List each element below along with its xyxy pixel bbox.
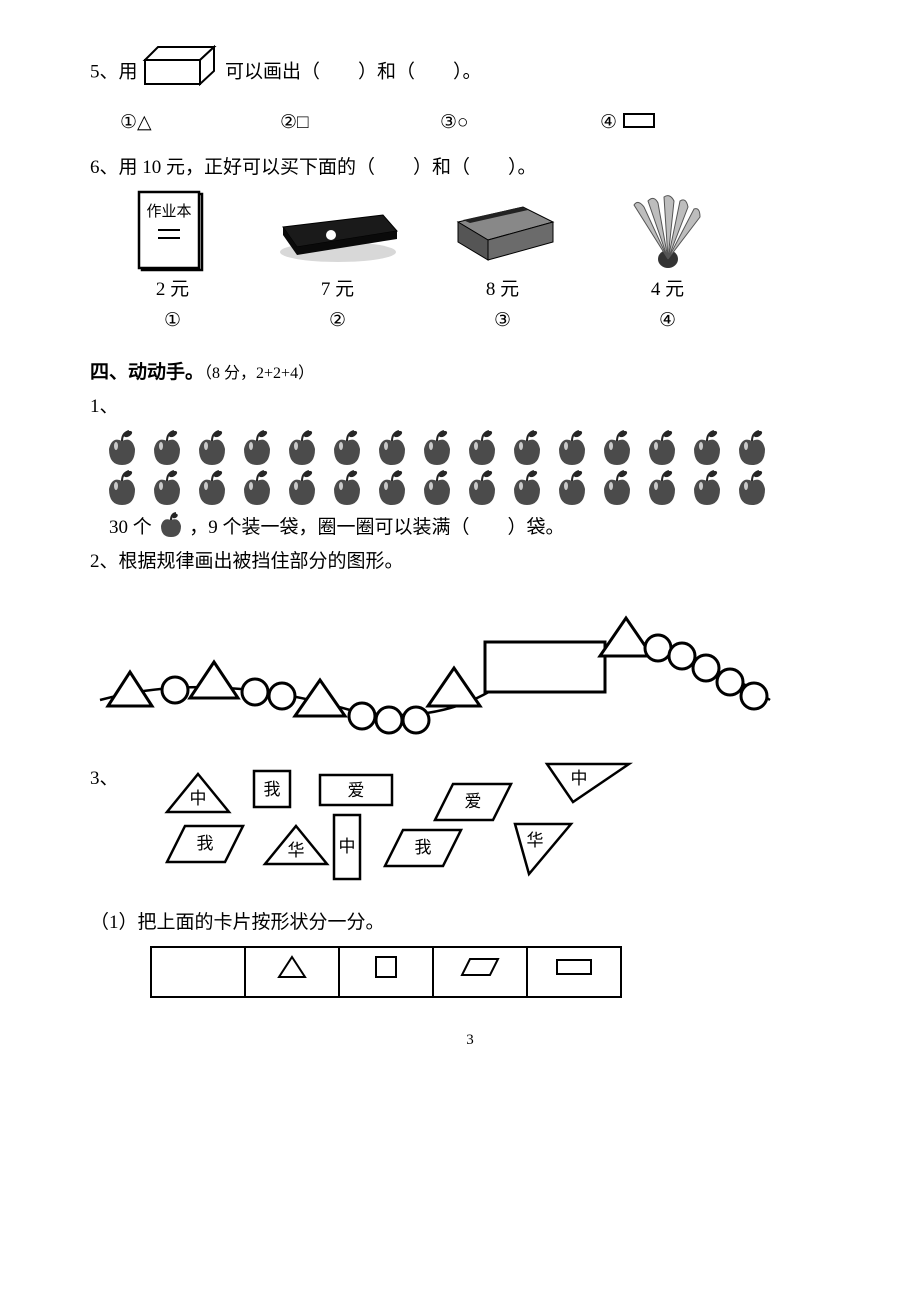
svg-text:我: 我 — [415, 838, 432, 857]
shape-cards: 中我爱爱中我华中我华 — [123, 760, 683, 890]
section4-sub: （8 分，2+2+4） — [204, 365, 314, 382]
svg-text:作业本: 作业本 — [146, 203, 191, 220]
svg-text:华: 华 — [288, 841, 305, 860]
box-item: 8 元 ③ — [420, 189, 585, 336]
q4-1-pre: 30 个 — [90, 517, 152, 538]
svg-text:我: 我 — [264, 780, 281, 799]
q4-1-num: 1、 — [90, 392, 850, 422]
notebook-icon: 作业本 — [136, 190, 210, 274]
q5-opt1: ①△ — [120, 108, 280, 138]
svg-text:爱: 爱 — [348, 781, 365, 800]
shape-table — [150, 946, 622, 998]
shop-row: 作业本 2 元 ① 7 元 ② — [90, 189, 850, 336]
q5-opt3: ③○ — [440, 108, 600, 138]
svg-text:中: 中 — [190, 789, 207, 808]
q4-1-post: ，9 个装一袋，圈一圈可以装满（ ）袋。 — [189, 517, 564, 538]
q5-opt2: ②□ — [280, 108, 440, 138]
svg-text:中: 中 — [339, 837, 356, 856]
svg-text:我: 我 — [197, 834, 214, 853]
apple-inline-icon — [157, 517, 190, 538]
pencilcase-price: 7 元 — [255, 275, 420, 305]
q5-opt4-num: ④ — [600, 112, 617, 133]
cuboid-icon — [142, 44, 220, 96]
q6-line: 6、用 10 元，正好可以买下面的（ ）和（ ）。 — [90, 153, 850, 183]
pencilcase-icon — [273, 197, 403, 267]
notebook-price: 2 元 — [90, 275, 255, 305]
shuttlecock-icon — [623, 189, 713, 275]
q5-options: ①△ ②□ ③○ ④ — [120, 108, 850, 138]
svg-text:华: 华 — [527, 831, 544, 850]
q5-num: 5、 — [90, 62, 119, 83]
notebook-circ: ① — [90, 306, 255, 336]
section4-title: 四、动动手。 — [90, 362, 204, 383]
q5-opt4: ④ — [600, 108, 760, 138]
table-col-parallelogram — [433, 947, 527, 997]
q4-3-sub1: （1）把上面的卡片按形状分一分。 — [90, 908, 850, 938]
pattern-figure — [90, 590, 850, 750]
q5-line: 5、用 可以画出（ ）和（ ）。 — [90, 44, 850, 102]
svg-text:爱: 爱 — [465, 792, 482, 811]
q4-2-line: 2、根据规律画出被挡住部分的图形。 — [90, 547, 850, 577]
shuttlecock-price: 4 元 — [585, 275, 750, 305]
q6-num: 6、 — [90, 157, 119, 178]
table-col-blank — [151, 947, 245, 997]
box-circ: ③ — [420, 306, 585, 336]
svg-text:中: 中 — [571, 769, 588, 788]
q5-prefix: 用 — [119, 62, 138, 83]
notebook-item: 作业本 2 元 ① — [90, 189, 255, 336]
box-icon — [443, 192, 563, 272]
q5-tail: 可以画出（ ）和（ ）。 — [225, 62, 482, 83]
box-price: 8 元 — [420, 275, 585, 305]
pencilcase-circ: ② — [255, 306, 420, 336]
table-col-square — [339, 947, 433, 997]
q6-text: 用 10 元，正好可以买下面的（ ）和（ ）。 — [119, 157, 537, 178]
q4-3-num: 3、 — [90, 764, 119, 794]
table-col-triangle — [245, 947, 339, 997]
q4-2-num: 2、 — [90, 551, 119, 572]
section4-head: 四、动动手。（8 分，2+2+4） — [90, 358, 850, 388]
table-col-rect — [527, 947, 621, 997]
shuttlecock-item: 4 元 ④ — [585, 189, 750, 336]
shuttlecock-circ: ④ — [585, 306, 750, 336]
q4-1-sentence: 30 个 ，9 个装一袋，圈一圈可以装满（ ）袋。 — [90, 511, 850, 543]
q4-2-text: 根据规律画出被挡住部分的图形。 — [119, 551, 404, 572]
pencilcase-item: 7 元 ② — [255, 189, 420, 336]
page-number: 3 — [90, 1028, 850, 1052]
apple-grid — [100, 427, 850, 507]
